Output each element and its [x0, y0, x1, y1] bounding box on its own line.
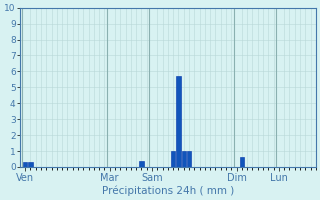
X-axis label: Précipitations 24h ( mm ): Précipitations 24h ( mm )	[102, 185, 234, 196]
Bar	[187, 151, 191, 167]
Bar	[171, 151, 175, 167]
Bar	[240, 157, 244, 167]
Bar	[139, 161, 143, 167]
Bar	[181, 151, 186, 167]
Bar	[28, 162, 33, 167]
Bar	[23, 162, 27, 167]
Bar	[176, 76, 180, 167]
